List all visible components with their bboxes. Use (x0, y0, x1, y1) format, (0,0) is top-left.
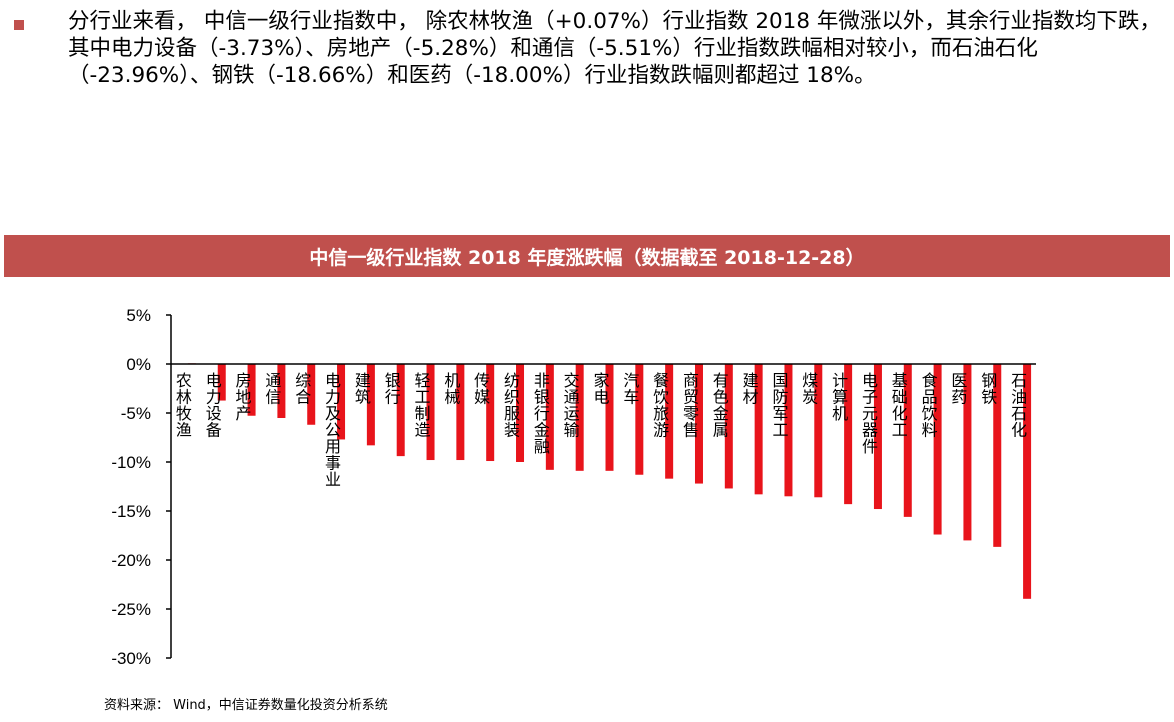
x-tick-label: 非银行金融 (534, 371, 550, 456)
bar (844, 364, 853, 505)
x-tick-label: 国防军工 (772, 371, 788, 440)
bar (873, 364, 882, 510)
bar (665, 364, 674, 479)
bar (247, 364, 256, 416)
x-tick-label: 通信 (265, 371, 281, 407)
x-tick-label: 煤炭 (802, 371, 818, 407)
bar (545, 364, 554, 470)
bar (784, 364, 793, 497)
bar (963, 364, 972, 541)
x-tick-label: 有色金属 (713, 371, 729, 440)
y-tick-label: -25% (111, 600, 151, 619)
bar (993, 364, 1002, 547)
x-tick-label: 家电 (593, 371, 609, 407)
bar (486, 364, 495, 462)
chart-title-bar: 中信一级行业指数 2018 年度涨跌幅（数据截至 2018-12-28） (4, 235, 1170, 277)
bar (724, 364, 733, 489)
bar (635, 364, 644, 475)
bar (903, 364, 912, 517)
bar (396, 364, 405, 457)
y-tick-label: -5% (121, 404, 151, 423)
bar-chart: 5% 0% -5% -10% -15% -20% -25% -30% 农林牧渔电力设备房地产通信… (111, 306, 1036, 668)
bar (217, 364, 226, 401)
x-tick-label: 电力设备 (206, 371, 222, 440)
bar (694, 364, 703, 484)
x-tick-label: 电力及公用事业 (325, 371, 341, 489)
bar (456, 364, 465, 461)
bar (814, 364, 823, 498)
summary-paragraph: 分行业来看， 中信一级行业指数中， 除农林牧渔（+0.07%）行业指数 2018… (68, 9, 1161, 88)
y-tick-label: -15% (111, 502, 151, 521)
bar (605, 364, 614, 471)
bar (307, 364, 316, 425)
bar (337, 364, 346, 440)
x-tick-label: 银行 (385, 371, 401, 407)
x-tick-label: 食品饮料 (922, 371, 938, 440)
x-tick-label: 综合 (295, 371, 311, 407)
x-tick-label: 医药 (951, 371, 967, 407)
bar (575, 364, 584, 471)
bar (277, 364, 286, 418)
bar (1023, 364, 1032, 599)
source-note: 资料来源： Wind，中信证券数量化投资分析系统 (104, 698, 388, 713)
x-tick-label: 商贸零售 (683, 371, 699, 440)
x-tick-label: 电子元器件 (862, 371, 878, 456)
x-tick-label: 基础化工 (892, 371, 908, 440)
y-tick-label: -30% (111, 649, 151, 668)
bar (516, 364, 525, 462)
y-tick-label: 5% (126, 306, 151, 325)
y-tick-label: -10% (111, 453, 151, 472)
y-tick-label: -20% (111, 551, 151, 570)
x-tick-label: 石油石化 (1011, 371, 1027, 440)
x-tick-label: 建材 (743, 371, 759, 407)
bar (933, 364, 942, 535)
bar (754, 364, 763, 495)
x-tick-label: 钢铁 (981, 371, 997, 407)
x-tick-label: 汽车 (623, 371, 639, 407)
x-tick-label: 农林牧渔 (176, 371, 192, 440)
bar (366, 364, 375, 446)
chart-title: 中信一级行业指数 2018 年度涨跌幅（数据截至 2018-12-28） (309, 246, 865, 269)
x-tick-label: 传媒 (474, 371, 490, 407)
x-tick-label: 纺织服装 (504, 371, 520, 440)
bar (426, 364, 435, 461)
x-tick-label: 建筑 (355, 371, 371, 407)
x-tick-label: 计算机 (832, 371, 848, 423)
x-tick-label: 交通运输 (564, 371, 580, 440)
x-tick-label: 房地产 (236, 371, 252, 423)
x-tick-label: 机械 (444, 371, 460, 407)
x-tick-label: 轻工制造 (415, 371, 431, 440)
square-bullet-icon (14, 20, 24, 30)
y-tick-label: 0% (126, 355, 151, 374)
x-tick-label: 餐饮旅游 (653, 371, 669, 440)
